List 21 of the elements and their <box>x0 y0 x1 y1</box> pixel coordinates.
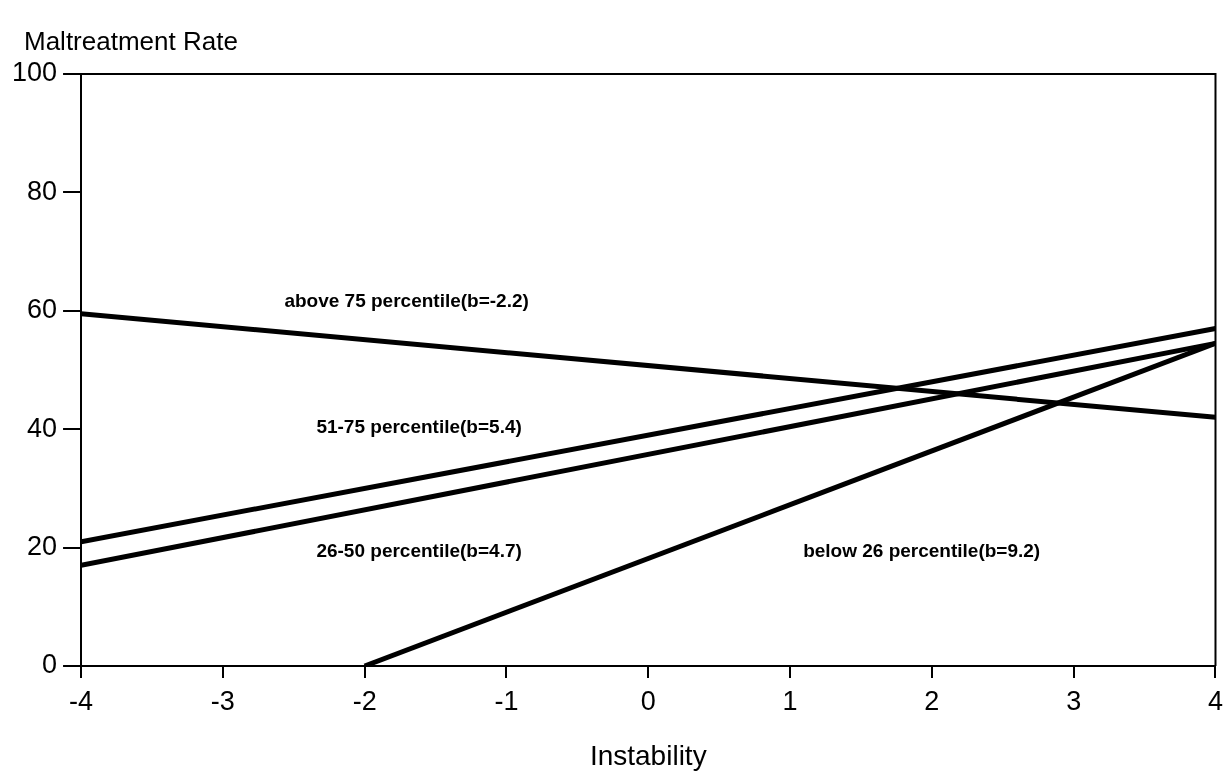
y-tick-label: 60 <box>27 294 58 325</box>
y-tick-label: 100 <box>11 57 58 88</box>
series-label: below 26 percentile(b=9.2) <box>803 539 1041 561</box>
x-tick-label: -1 <box>494 685 519 716</box>
series-label: 51-75 percentile(b=5.4) <box>316 415 522 437</box>
x-tick-label: 0 <box>640 685 656 716</box>
x-tick-label: -2 <box>352 685 377 716</box>
y-tick-label: 20 <box>27 531 58 562</box>
series-label: 26-50 percentile(b=4.7) <box>316 539 522 561</box>
y-tick-label: 0 <box>42 649 58 680</box>
series-label: above 75 percentile(b=-2.2) <box>284 289 529 311</box>
x-axis-title: Instability <box>589 739 707 771</box>
x-tick-label: 2 <box>924 685 940 716</box>
x-tick-label: 3 <box>1066 685 1082 716</box>
x-tick-label: -4 <box>69 685 94 716</box>
x-tick-label: 4 <box>1207 685 1224 716</box>
x-tick-label: -3 <box>210 685 235 716</box>
y-axis-title: Maltreatment Rate <box>24 26 238 57</box>
x-tick-label: 1 <box>782 685 798 716</box>
y-tick-label: 80 <box>27 175 58 206</box>
y-tick-label: 40 <box>27 412 58 443</box>
